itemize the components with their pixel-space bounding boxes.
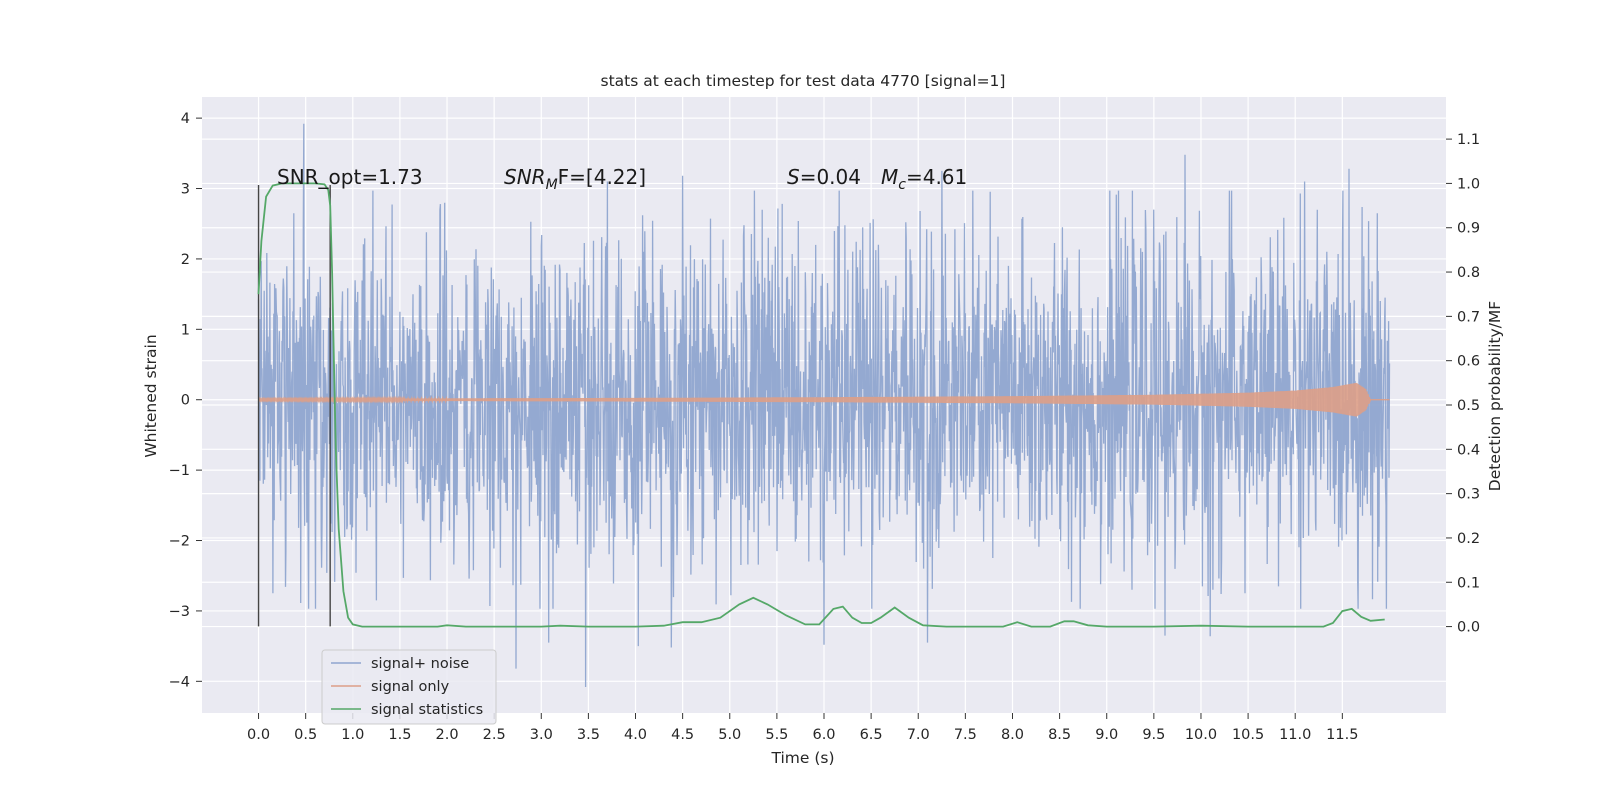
- legend-label-signal-only: signal only: [371, 679, 450, 695]
- annotation-mc: Mc=4.61: [881, 165, 967, 193]
- y2-axis-label: Detection probability/MF: [1486, 301, 1504, 492]
- y-tick-label: −3: [169, 604, 190, 620]
- noise-series: [257, 123, 1391, 688]
- signal-series: [257, 382, 1390, 417]
- y2-tick-label: 0.9: [1457, 221, 1480, 237]
- x-tick-label: 1.0: [341, 727, 364, 743]
- annotation-snr-mf-sub: M: [546, 177, 558, 193]
- annotation-mc-sub: c: [898, 177, 906, 193]
- annotation-s: S=0.04: [787, 165, 861, 189]
- y-tick-label: 4: [181, 111, 190, 127]
- x-axis-ticks: 0.0 0.5 1.0 1.5 2.0 2.5 3.0 3.5 4.0 4.5 5.0 5.5 6.0 6…: [247, 713, 1358, 743]
- vertical-markers: [257, 185, 331, 627]
- y2-tick-label: 0.1: [1457, 575, 1480, 591]
- y-tick-label: −4: [169, 674, 190, 690]
- y2-tick-label: 0.3: [1457, 487, 1480, 503]
- legend-box: [321, 649, 497, 725]
- x-tick-label: 7.5: [954, 727, 977, 743]
- x-tick-label: 3.0: [530, 727, 553, 743]
- y2-tick-label: 0.4: [1457, 442, 1480, 458]
- y2-tick-label: 0.7: [1457, 309, 1480, 325]
- x-tick-label: 3.5: [577, 727, 600, 743]
- x-tick-label: 1.5: [388, 727, 411, 743]
- x-tick-label: 6.0: [812, 727, 835, 743]
- x-tick-label: 8.5: [1048, 727, 1071, 743]
- y-tick-label: −2: [169, 534, 190, 550]
- x-tick-label: 2.0: [435, 727, 458, 743]
- legend-label-signal-noise: signal+ noise: [371, 656, 469, 672]
- x-tick-label: 0.0: [247, 727, 270, 743]
- x-tick-label: 5.5: [765, 727, 788, 743]
- y2-tick-label: 0.2: [1457, 531, 1480, 547]
- y2-tick-label: 1.0: [1457, 176, 1480, 192]
- annotation-snr-mf: SNRMF=[4.22]: [504, 165, 646, 193]
- x-tick-label: 11.5: [1326, 727, 1358, 743]
- legend: signal+ noise signal only signal statist…: [321, 649, 497, 725]
- x-tick-label: 9.5: [1142, 727, 1165, 743]
- x-tick-label: 8.0: [1001, 727, 1024, 743]
- y-axis-label: Whitened strain: [142, 334, 160, 457]
- legend-label-signal-statistics: signal statistics: [371, 702, 483, 718]
- y-tick-label: −1: [169, 463, 190, 479]
- series-signal-noise-line: [257, 123, 1391, 688]
- x-tick-label: 10.0: [1185, 727, 1217, 743]
- x-tick-label: 5.0: [718, 727, 741, 743]
- annotation-snr-opt: SNR_opt=1.73: [277, 165, 423, 189]
- annotation-mc-var: M: [881, 165, 898, 189]
- x-tick-label: 4.0: [624, 727, 647, 743]
- x-tick-label: 9.0: [1095, 727, 1118, 743]
- y2-tick-label: 0.6: [1457, 354, 1480, 370]
- y-tick-label: 2: [181, 252, 190, 268]
- x-tick-label: 0.5: [294, 727, 317, 743]
- annotation-s-value: =0.04: [800, 165, 861, 189]
- x-axis-label: Time (s): [770, 749, 834, 767]
- y2-tick-label: 0.5: [1457, 398, 1480, 414]
- y2-tick-label: 0.8: [1457, 265, 1480, 281]
- series-signal-only-line: [257, 382, 1390, 417]
- annotation-snr-mf-suffix: F=[4.22]: [558, 165, 646, 189]
- x-tick-label: 11.0: [1279, 727, 1311, 743]
- y-tick-label: 3: [181, 182, 190, 198]
- annotation-mc-value: =4.61: [906, 165, 967, 189]
- y2-axis-ticks: 0.0 0.1 0.2 0.3 0.4 0.5 0.6 0.7 0.8 0.9 1.0 1.1: [1446, 132, 1480, 636]
- series-signal-statistics-line: [257, 182, 1385, 628]
- chart-title: stats at each timestep for test data 477…: [601, 72, 1006, 90]
- stats-series: [257, 182, 1385, 628]
- x-tick-label: 4.5: [671, 727, 694, 743]
- x-tick-label: 7.0: [907, 727, 930, 743]
- annotation-snr-mf-prefix: SNR: [504, 165, 546, 189]
- x-tick-label: 10.5: [1232, 727, 1264, 743]
- y-axis-ticks: 4 3 2 1 0 −1 −2 −3 −4: [169, 111, 202, 690]
- annotation-s-var: S: [787, 165, 800, 189]
- x-tick-label: 2.5: [483, 727, 506, 743]
- y2-tick-label: 0.0: [1457, 620, 1480, 636]
- y2-tick-label: 1.1: [1457, 132, 1480, 148]
- x-tick-label: 6.5: [860, 727, 883, 743]
- y-tick-label: 1: [181, 322, 190, 338]
- y-tick-label: 0: [181, 393, 190, 409]
